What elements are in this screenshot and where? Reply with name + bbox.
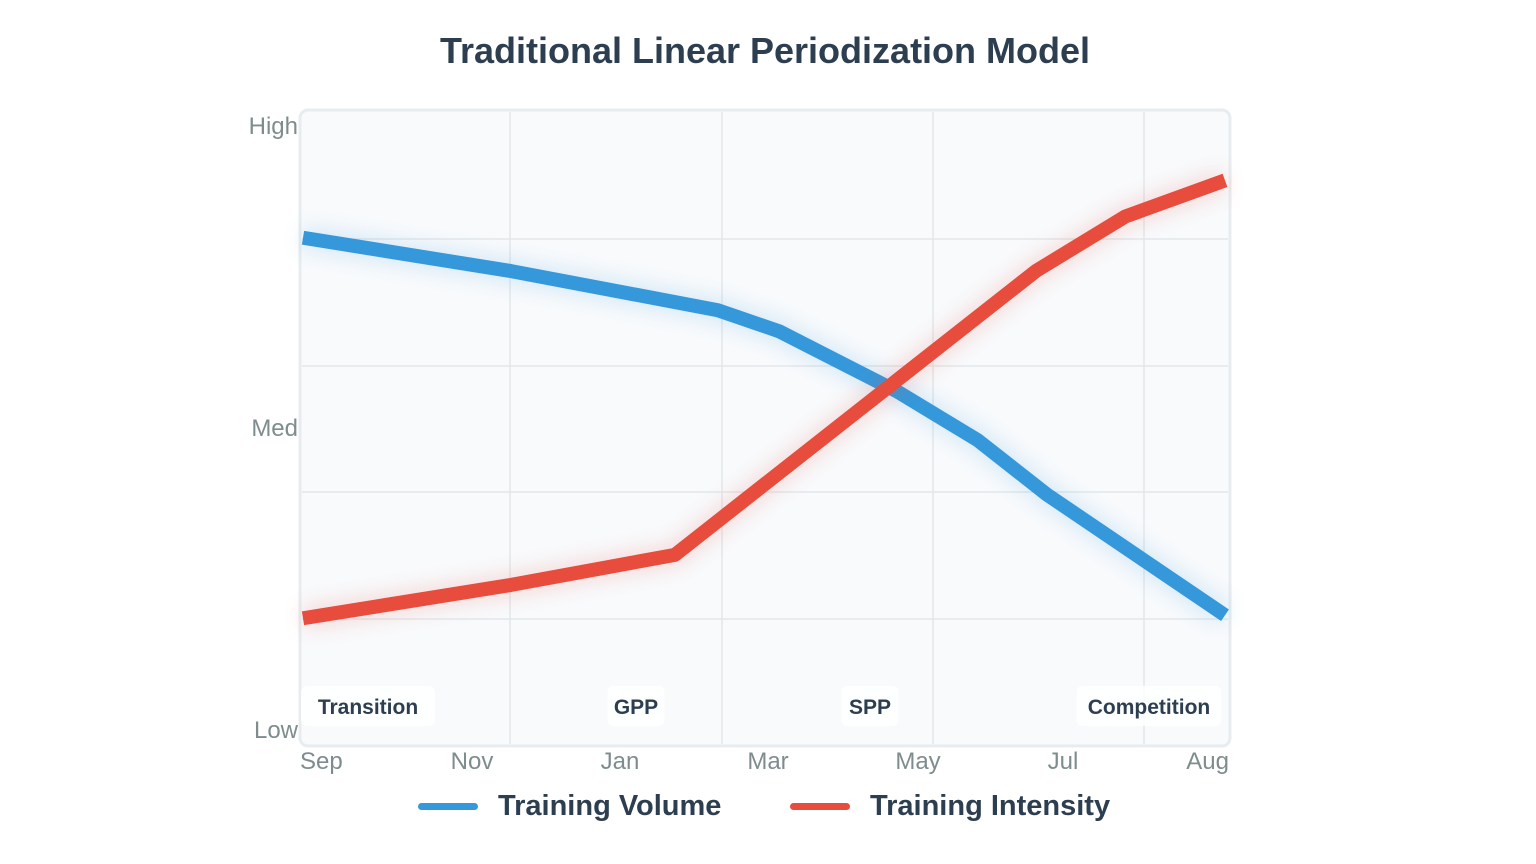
x-tick-label: Jan <box>601 748 640 775</box>
legend-label-volume: Training Volume <box>498 790 722 822</box>
legend-item-volume[interactable]: Training Volume <box>418 790 721 823</box>
x-tick-label: Jul <box>1048 748 1079 775</box>
phase-label-bg <box>301 686 435 726</box>
phase-label-bg <box>607 686 665 726</box>
legend-swatch-intensity <box>790 803 850 810</box>
phase-label: Transition <box>301 686 435 726</box>
phase-label-text: Transition <box>318 696 418 719</box>
x-tick-label: May <box>895 748 940 775</box>
y-tick-label: Low <box>254 717 299 744</box>
phase-label: SPP <box>841 686 899 726</box>
y-tick-label: High <box>249 113 298 140</box>
series-line-intensity[interactable] <box>301 173 1228 626</box>
phase-label-text: SPP <box>849 696 891 719</box>
x-tick-label: Sep <box>300 748 343 775</box>
phase-label-bg <box>841 686 899 726</box>
series-line-volume[interactable] <box>301 230 1229 622</box>
phase-label: Competition <box>1076 686 1222 726</box>
x-tick-label: Aug <box>1186 748 1229 775</box>
phase-label-text: GPP <box>614 696 658 719</box>
legend-label-intensity: Training Intensity <box>870 790 1111 822</box>
plot-area <box>298 108 1232 748</box>
x-tick-label: Mar <box>747 748 788 775</box>
phase-label-bg <box>1076 686 1222 726</box>
x-tick-label: Nov <box>451 748 494 775</box>
phase-label-text: Competition <box>1088 696 1210 719</box>
legend-item-intensity[interactable]: Training Intensity <box>790 790 1110 823</box>
y-tick-label: Med <box>251 415 298 442</box>
chart-title: Traditional Linear Periodization Model <box>439 30 1091 71</box>
legend-swatch-volume <box>418 803 478 810</box>
phase-label: GPP <box>607 686 665 726</box>
